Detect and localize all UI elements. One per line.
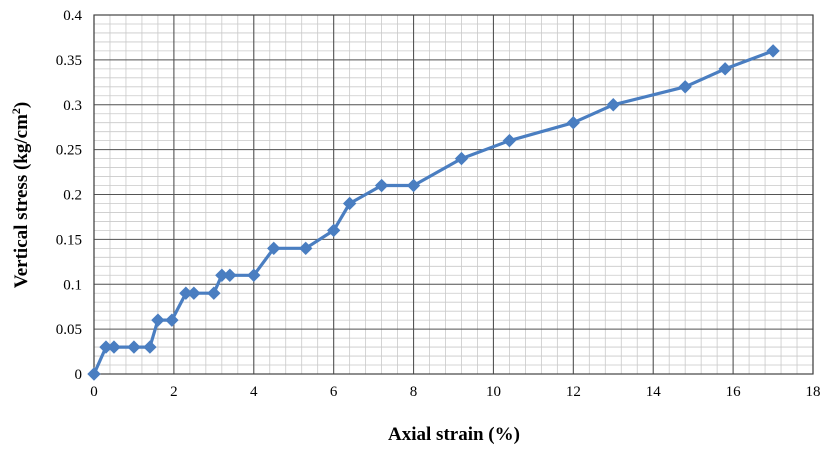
x-tick-label: 6: [330, 384, 338, 400]
data-point: [454, 151, 469, 166]
data-point: [151, 313, 165, 327]
data-point: [298, 241, 313, 256]
plot-border: [93, 14, 814, 375]
data-point: [606, 98, 620, 112]
y-tick-label: 0.25: [56, 143, 82, 159]
data-point: [143, 340, 157, 354]
data-point: [718, 62, 732, 76]
x-tick-label: 10: [486, 384, 501, 400]
x-tick-label: 4: [250, 384, 258, 400]
x-axis-title: Axial strain (%): [388, 424, 520, 445]
x-tick-label: 0: [90, 384, 98, 400]
data-point: [223, 268, 237, 282]
data-point: [107, 340, 121, 354]
data-point: [566, 115, 581, 130]
data-point: [406, 178, 421, 193]
series-layer: [87, 44, 780, 381]
x-tick-label: 18: [806, 384, 821, 400]
y-tick-label: 0.1: [63, 277, 82, 293]
data-point: [502, 133, 517, 148]
x-tick-label: 2: [170, 384, 178, 400]
data-point: [87, 367, 101, 381]
x-tick-label: 14: [646, 384, 662, 400]
grid: [93, 14, 814, 375]
data-point: [267, 241, 281, 256]
y-axis-title: Vertical stress (kg/cm2): [9, 102, 32, 288]
x-tick-label: 8: [410, 384, 418, 400]
data-point: [247, 268, 261, 282]
y-tick-label: 0: [75, 367, 83, 383]
data-point: [374, 178, 389, 193]
y-tick-label: 0.05: [56, 322, 82, 338]
data-point: [207, 286, 221, 300]
data-point: [187, 286, 201, 300]
data-point: [342, 196, 357, 211]
y-tick-label: 0.3: [63, 98, 82, 114]
data-point: [678, 80, 692, 94]
x-tick-label: 16: [726, 384, 742, 400]
y-axis-title-main: Vertical stress (kg/cm: [11, 114, 32, 288]
y-axis-ticks: 0 0.05 0.1 0.15 0.2 0.25 0.3 0.35 0.4: [56, 8, 83, 383]
y-tick-label: 0.4: [63, 8, 82, 24]
data-point: [127, 340, 141, 354]
y-tick-label: 0.35: [56, 53, 82, 69]
data-point: [326, 223, 341, 238]
y-axis-title-superscript: 2: [9, 108, 23, 114]
x-tick-label: 12: [566, 384, 581, 400]
data-point: [766, 44, 780, 58]
data-point: [165, 313, 179, 327]
y-axis-title-close: ): [11, 102, 32, 108]
y-tick-label: 0.2: [63, 188, 82, 204]
x-axis-ticks: 0 2 4 6 8 10 12 14 16 18: [90, 384, 820, 400]
y-tick-label: 0.15: [56, 232, 82, 248]
